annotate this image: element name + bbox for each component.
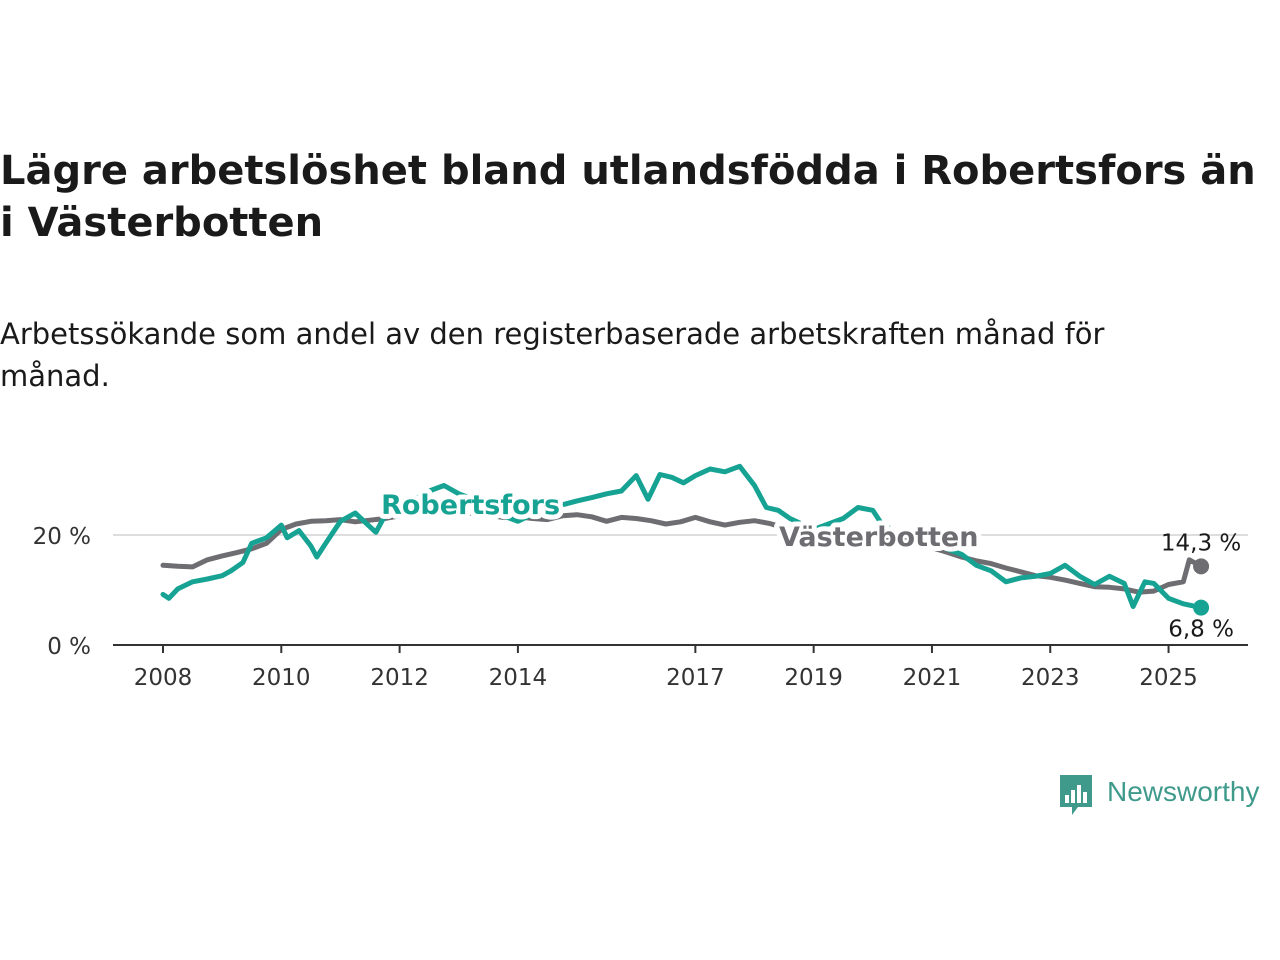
- x-tick-label: 2008: [134, 665, 193, 691]
- x-tick-label: 2025: [1139, 665, 1198, 691]
- series-layer: [160, 463, 1210, 616]
- newsworthy-logo: Newsworthy: [1058, 773, 1278, 819]
- series-line-robertsfors: [160, 463, 1204, 611]
- bar-chart-speech-bubble-icon: [1060, 775, 1092, 815]
- x-tick-label: 2014: [489, 665, 548, 691]
- series-label-robertsfors: Robertsfors: [381, 490, 560, 521]
- unemployment-line-chart: 0 % 20 % 2008 2010 2012 2014 2017 2019 2021 2023…: [33, 463, 1248, 691]
- series-label-vasterbotten: Västerbotten: [779, 522, 978, 553]
- series-label-halo-vasterbotten: Västerbotten: [779, 522, 978, 553]
- chart-title: Lägre arbetslöshet bland utlandsfödda i …: [0, 148, 1256, 246]
- x-tick-label: 2012: [370, 665, 429, 691]
- series-label-halo-robertsfors: Robertsfors: [381, 490, 560, 521]
- x-tick-label: 2017: [666, 665, 725, 691]
- end-point-vasterbotten: [1193, 558, 1210, 575]
- x-tick-label: 2023: [1021, 665, 1080, 691]
- x-tick-label: 2010: [252, 665, 311, 691]
- label-layer: 14,3 %6,8 %RobertsforsRobertsforsVästerb…: [376, 485, 1241, 643]
- end-point-robertsfors: [1193, 599, 1210, 616]
- end-value-label-vasterbotten: 14,3 %: [1161, 530, 1241, 556]
- x-tick-label: 2021: [903, 665, 962, 691]
- end-value-label-robertsfors: 6,8 %: [1168, 617, 1234, 643]
- grid-layer: 0 % 20 %: [33, 524, 1248, 660]
- y-tick-label: 20 %: [33, 524, 91, 550]
- x-axis: 2008 2010 2012 2014 2017 2019 2021 2023 2025: [113, 644, 1248, 691]
- brand-name: Newsworthy: [1107, 776, 1260, 807]
- y-tick-label: 0 %: [47, 634, 91, 660]
- chart-subtitle: Arbetssökande som andel av den registerb…: [0, 317, 1105, 393]
- x-tick-label: 2019: [784, 665, 843, 691]
